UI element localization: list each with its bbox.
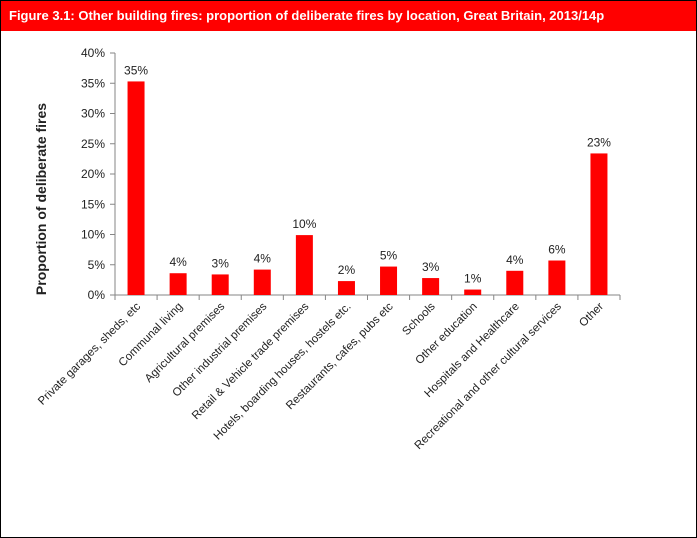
figure-title-bar: Figure 3.1: Other building fires: propor… <box>1 1 696 31</box>
data-label: 3% <box>212 256 230 270</box>
data-label: 10% <box>292 217 316 231</box>
y-tick-label: 40% <box>81 46 105 60</box>
data-label: 4% <box>506 253 524 267</box>
y-tick-label: 10% <box>81 228 105 242</box>
data-label: 4% <box>169 255 187 269</box>
category-label: Other <box>577 301 606 330</box>
category-label: Recreational and other cultural services <box>413 300 564 451</box>
data-label: 1% <box>464 272 482 286</box>
bar <box>127 81 145 295</box>
y-axis-label: Proportion of deliberate fires <box>33 103 49 295</box>
chart-axes: 0% 5% 10% 15% 20% 25% 30% 35% 40% <box>81 46 621 302</box>
data-label: 23% <box>587 135 611 149</box>
category-label: Schools <box>400 300 438 338</box>
chart-bars <box>127 81 608 295</box>
bar <box>380 266 398 295</box>
y-tick-label: 5% <box>88 258 106 272</box>
bar <box>506 270 524 295</box>
data-label: 2% <box>338 263 356 277</box>
y-tick-label: 0% <box>88 288 106 302</box>
data-label: 6% <box>548 243 566 257</box>
figure-title: Figure 3.1: Other building fires: propor… <box>9 8 605 23</box>
data-label: 5% <box>380 249 398 263</box>
bar <box>253 269 271 295</box>
data-label: 4% <box>254 252 272 266</box>
data-label: 3% <box>422 260 440 274</box>
y-tick-label: 20% <box>81 167 105 181</box>
data-label: 35% <box>124 63 148 77</box>
bar <box>548 260 566 295</box>
bar <box>422 278 440 295</box>
y-tick-label: 35% <box>81 76 105 90</box>
y-tick-label: 15% <box>81 197 105 211</box>
bar <box>464 289 482 295</box>
y-tick-label: 25% <box>81 137 105 151</box>
bar <box>211 274 229 295</box>
bar <box>590 153 608 295</box>
bar <box>295 235 313 295</box>
y-tick-label: 30% <box>81 107 105 121</box>
category-label: Agricultural premises <box>143 300 228 385</box>
bar <box>169 273 187 295</box>
bar <box>337 281 355 295</box>
chart-labels: 35%Private garages, sheds, etc4%Communal… <box>36 63 611 452</box>
